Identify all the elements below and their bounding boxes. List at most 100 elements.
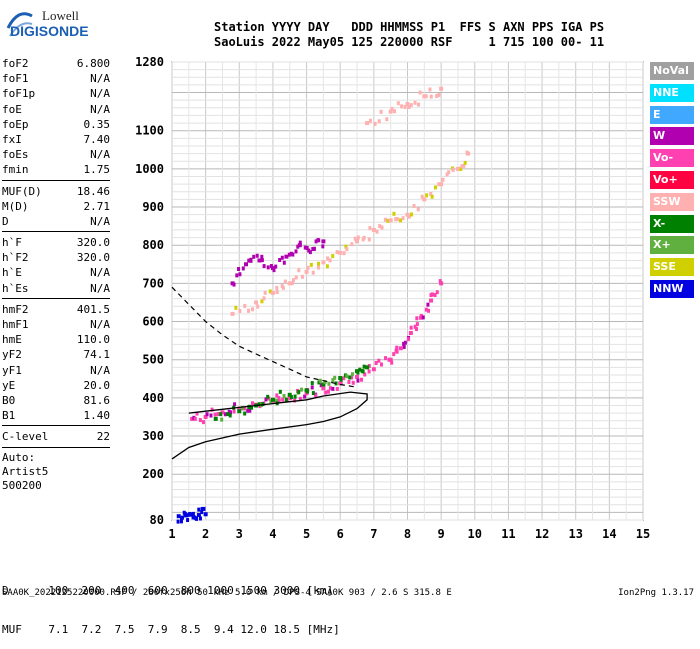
echo-dot	[374, 360, 378, 365]
param-name: B0	[2, 393, 16, 407]
param-value: 22	[96, 430, 110, 444]
trace-point	[270, 266, 275, 271]
x-tick-label: 10	[468, 527, 482, 541]
echo-dot	[356, 378, 360, 383]
x-tick-label: 2	[202, 527, 209, 541]
echo-dot	[375, 229, 379, 234]
param-value: N/A	[90, 87, 110, 101]
echo-dot	[331, 378, 335, 383]
echo-dot	[430, 194, 434, 199]
echo-dot	[264, 397, 268, 402]
echo-dot	[445, 172, 449, 177]
echo-dot	[393, 109, 397, 114]
echo-dot	[395, 349, 399, 354]
echo-dot	[406, 337, 410, 342]
echo-dot	[314, 239, 318, 244]
param-row: foEp 0.35	[2, 117, 110, 132]
echo-dot	[312, 246, 316, 251]
trace-point	[257, 258, 262, 263]
param-name: h`F	[2, 236, 22, 250]
echo-dot	[296, 244, 300, 249]
echo-dot	[290, 281, 294, 286]
echo-dot	[262, 296, 266, 301]
trace-point	[405, 212, 410, 217]
echo-dot	[339, 380, 343, 385]
echo-dot	[447, 170, 451, 175]
param-value: 18.46	[76, 184, 110, 198]
param-name: C-level	[2, 430, 49, 444]
echo-dot	[459, 167, 463, 172]
legend-item: Vo-	[650, 149, 694, 168]
param-name: foF1	[2, 72, 29, 86]
echo-dot	[362, 364, 366, 369]
trace-point	[196, 513, 201, 518]
echo-dot	[359, 377, 363, 382]
echo-dot	[205, 412, 209, 417]
trace-point	[304, 269, 309, 274]
param-value: 2.71	[83, 199, 111, 213]
echo-dot	[325, 264, 329, 269]
footer-info: SAA0K_2022125220000.RSF / 280fx256h 50 k…	[2, 588, 452, 598]
param-row: yF2 74.1	[2, 347, 110, 362]
echo-dot	[250, 405, 254, 410]
param-row: fmin 1.75	[2, 162, 110, 177]
trace-point	[388, 218, 393, 223]
trace-point	[297, 243, 302, 248]
trace-point	[321, 382, 326, 387]
trace-point	[455, 166, 460, 171]
trace-point	[237, 409, 242, 414]
param-row: h`F 320.0	[2, 235, 110, 250]
artist-version: Artist5	[2, 464, 49, 478]
trace-point	[287, 281, 292, 286]
echo-dot	[201, 420, 205, 425]
y-tick-label: 300	[142, 429, 164, 443]
echo-dot	[229, 410, 233, 415]
echo-dot	[275, 285, 279, 290]
param-row: foF2 6.800	[2, 56, 110, 71]
echo-dot	[395, 345, 399, 350]
echo-dot	[437, 92, 441, 97]
echo-dot	[418, 90, 422, 95]
echo-dot	[266, 265, 270, 270]
trace-point	[321, 386, 326, 391]
echo-dot	[309, 262, 313, 267]
param-value: 320.0	[76, 236, 110, 250]
echo-dot	[308, 250, 312, 255]
echo-dot	[238, 272, 242, 277]
echo-dot	[345, 247, 349, 252]
echo-dot	[291, 252, 295, 257]
x-tick-label: 9	[438, 527, 445, 541]
param-name: fmin	[2, 163, 29, 177]
echo-dot	[241, 405, 245, 410]
echo-dot	[186, 518, 190, 523]
echo-dot	[243, 303, 247, 308]
echo-dot	[417, 102, 421, 107]
param-row: h`E N/A	[2, 265, 110, 280]
echo-dot	[305, 245, 309, 250]
echo-dot	[324, 390, 328, 395]
echo-dot	[260, 299, 264, 304]
param-name: foEp	[2, 117, 29, 131]
echo-dot	[350, 372, 354, 377]
echo-dot	[386, 218, 390, 223]
legend-item: SSE	[650, 258, 694, 277]
echo-dot	[283, 279, 287, 284]
echo-dot	[243, 406, 247, 411]
trace-point	[371, 367, 376, 372]
echo-dot	[232, 282, 236, 287]
param-row: h`F2 320.0	[2, 250, 110, 265]
echo-dot	[232, 409, 236, 414]
param-row: fxI 7.40	[2, 132, 110, 147]
echo-dot	[223, 412, 227, 417]
trace-point	[321, 260, 326, 265]
trace-point	[429, 298, 434, 303]
param-value: N/A	[90, 72, 110, 86]
echo-dot	[316, 265, 320, 270]
param-value: 7.40	[83, 132, 111, 146]
echo-dot	[261, 402, 265, 407]
echo-dot	[392, 211, 396, 216]
param-value: 320.0	[76, 251, 110, 265]
echo-dot	[347, 379, 351, 384]
echo-dot	[415, 316, 419, 321]
trace-point	[408, 330, 413, 335]
